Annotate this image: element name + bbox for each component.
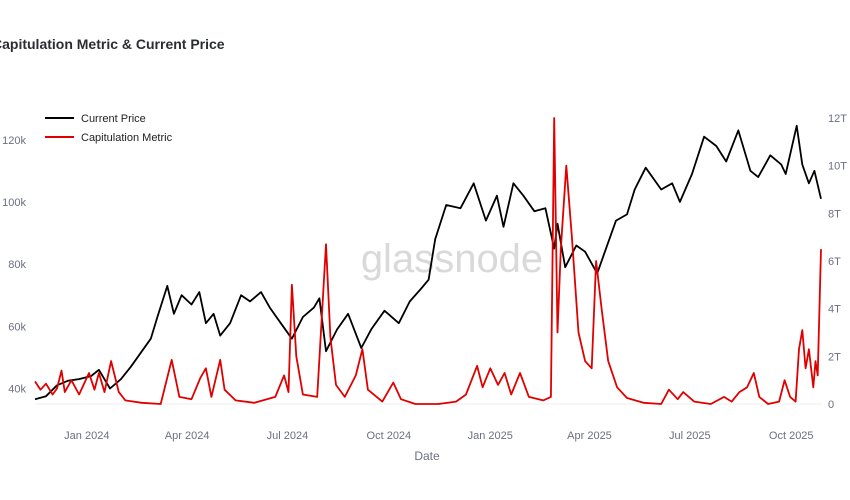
right-tick-label: 4T xyxy=(828,304,841,316)
capitulation-line xyxy=(34,117,822,405)
legend: Current Price Capitulation Metric xyxy=(45,113,173,144)
left-tick-label: 80k xyxy=(8,259,26,271)
x-tick-label: Jul 2024 xyxy=(267,430,309,442)
right-tick-label: 6T xyxy=(828,256,841,268)
left-tick-label: 40k xyxy=(8,383,26,395)
x-tick-label: Apr 2025 xyxy=(567,430,612,442)
x-tick-label: Oct 2025 xyxy=(769,430,814,442)
x-tick-label: Jan 2024 xyxy=(64,430,109,442)
chart-title: Capitulation Metric & Current Price xyxy=(0,36,225,52)
x-tick-label: Jan 2025 xyxy=(468,430,513,442)
right-tick-label: 0 xyxy=(828,399,834,411)
x-tick-label: Apr 2024 xyxy=(165,430,210,442)
left-tick-label: 100k xyxy=(2,197,26,209)
legend-label: Capitulation Metric xyxy=(81,132,173,144)
x-axis: Jan 2024 Apr 2024 Jul 2024 Oct 2024 Jan 2025… xyxy=(64,430,813,442)
x-axis-title: Date xyxy=(414,449,440,463)
x-tick-label: Jul 2025 xyxy=(669,430,711,442)
left-axis: 40k 60k 80k 100k 120k xyxy=(2,135,26,396)
watermark-text: glassnode xyxy=(361,237,543,281)
price-line xyxy=(34,124,822,401)
x-tick-label: Oct 2024 xyxy=(367,430,412,442)
series-layer xyxy=(34,117,822,405)
right-tick-label: 8T xyxy=(828,208,841,220)
legend-label: Current Price xyxy=(81,113,146,125)
left-tick-label: 60k xyxy=(8,321,26,333)
right-tick-label: 12T xyxy=(828,113,847,125)
right-axis: 0 2T 4T 6T 8T 10T 12T xyxy=(828,113,847,411)
right-tick-label: 2T xyxy=(828,351,841,363)
right-tick-label: 10T xyxy=(828,161,847,173)
left-tick-label: 120k xyxy=(2,135,26,147)
